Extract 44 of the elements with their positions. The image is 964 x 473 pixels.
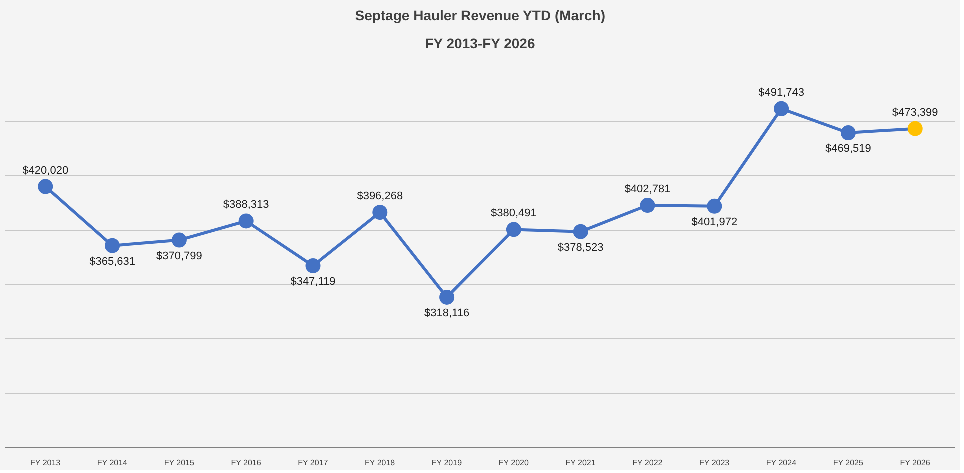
chart-subtitle: FY 2013-FY 2026 [425, 36, 536, 52]
data-label: $370,799 [156, 250, 202, 262]
data-label: $365,631 [90, 256, 136, 268]
x-tick-label: FY 2026 [900, 458, 931, 468]
point [105, 238, 120, 254]
point [573, 224, 588, 240]
point [372, 205, 388, 220]
x-tick-label: FY 2024 [766, 458, 798, 468]
data-label: $347,119 [290, 276, 336, 288]
point [238, 214, 254, 229]
x-tick-label: FY 2018 [365, 458, 396, 468]
chart-title: Septage Hauler Revenue YTD (March) [355, 8, 606, 24]
x-tick-label: FY 2022 [632, 458, 664, 468]
data-label: $318,116 [424, 307, 470, 320]
point [774, 101, 790, 116]
point [908, 121, 923, 136]
x-tick-label: FY 2015 [164, 458, 195, 468]
data-label: $401,972 [692, 216, 738, 228]
point [306, 258, 321, 274]
x-tick-label: FY 2016 [231, 458, 262, 468]
data-label: $402,781 [624, 184, 671, 196]
x-tick-label: FY 2023 [700, 458, 730, 468]
point [38, 179, 54, 194]
x-tick-label: FY 2019 [432, 458, 463, 468]
x-tick-label: FY 2014 [97, 458, 128, 468]
x-tick-label: FY 2013 [30, 458, 62, 468]
x-tick-label: FY 2017 [298, 458, 329, 468]
data-label: $491,743 [758, 86, 805, 99]
data-label: $378,523 [558, 242, 604, 254]
data-label: $380,491 [491, 208, 537, 220]
point [440, 290, 455, 305]
point [640, 198, 656, 214]
data-label: $473,399 [892, 106, 938, 119]
data-label: $420,020 [22, 164, 69, 177]
x-tick-label: FY 2025 [833, 458, 864, 468]
point [707, 198, 722, 214]
point [506, 222, 522, 238]
x-tick-label: FY 2020 [498, 458, 530, 468]
data-label: $396,268 [357, 190, 404, 203]
data-label: $388,313 [223, 199, 270, 212]
x-tick-label: FY 2021 [566, 458, 596, 468]
point [840, 126, 856, 141]
point [172, 232, 187, 248]
data-label: $469,519 [826, 143, 872, 156]
